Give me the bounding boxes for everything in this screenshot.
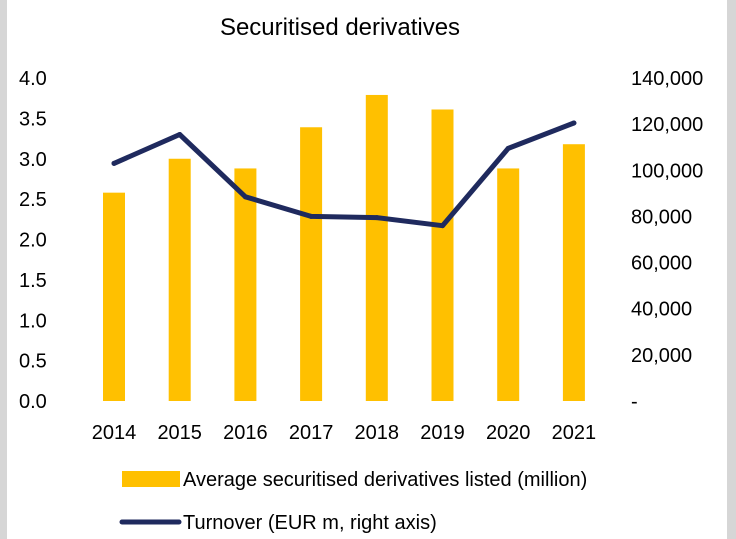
bar <box>431 109 454 402</box>
turnover-line <box>111 120 577 229</box>
x-tick-label: 2020 <box>486 422 531 444</box>
x-tick-label: 2014 <box>92 422 137 444</box>
legend-swatch-bars <box>122 471 180 487</box>
left-tick-label: 2.0 <box>19 230 47 252</box>
right-tick-label: 60,000 <box>631 253 692 275</box>
bar <box>562 144 585 401</box>
left-tick-label: 3.5 <box>19 108 47 130</box>
right-tick-label: 120,000 <box>631 114 703 136</box>
line-series <box>111 120 577 229</box>
left-tick-label: 0.0 <box>19 391 47 413</box>
right-tick-label: 80,000 <box>631 206 692 228</box>
line-point <box>374 215 380 221</box>
left-tick-label: 3.0 <box>19 149 47 171</box>
bar-series <box>103 94 585 402</box>
right-axis-ticks: - 20,000 40,000 60,000 80,000 100,000 120,000 1… <box>631 68 703 413</box>
chart-svg: Securitised derivatives 0.0 0.5 1.0 1.5 2.0 2… <box>19 14 703 534</box>
line-point <box>177 132 183 138</box>
left-axis-ticks: 0.0 0.5 1.0 1.5 2.0 2.5 3.0 3.5 4.0 <box>19 68 47 413</box>
line-point <box>111 160 117 166</box>
chart-title: Securitised derivatives <box>220 14 460 41</box>
line-point <box>505 145 511 151</box>
line-point <box>571 120 577 126</box>
right-tick-label: 140,000 <box>631 68 703 90</box>
x-axis-ticks: 2014 2015 2016 2017 2018 2019 2020 2021 <box>92 422 596 444</box>
legend-label-bars: Average securitised derivatives listed (… <box>183 469 587 491</box>
x-tick-label: 2016 <box>223 422 268 444</box>
legend-label-line: Turnover (EUR m, right axis) <box>183 512 437 534</box>
line-point <box>440 223 445 229</box>
x-tick-label: 2021 <box>552 422 597 444</box>
left-tick-label: 1.5 <box>19 270 47 292</box>
bar <box>497 168 520 401</box>
x-tick-label: 2015 <box>157 422 202 444</box>
x-tick-label: 2018 <box>355 422 400 444</box>
legend: Average securitised derivatives listed (… <box>119 469 587 534</box>
right-tick-label: 100,000 <box>631 160 703 182</box>
bar <box>365 94 388 402</box>
line-point <box>308 213 314 219</box>
right-tick-label: 40,000 <box>631 299 692 321</box>
bar <box>168 158 191 401</box>
right-tick-label: - <box>631 391 638 413</box>
left-tick-label: 2.5 <box>19 189 47 211</box>
left-tick-label: 0.5 <box>19 351 47 373</box>
left-tick-label: 4.0 <box>19 68 47 90</box>
x-tick-label: 2017 <box>289 422 334 444</box>
line-point <box>242 194 248 200</box>
right-tick-label: 20,000 <box>631 345 692 367</box>
left-tick-label: 1.0 <box>19 310 47 332</box>
bar <box>103 192 125 401</box>
chart-frame: Securitised derivatives 0.0 0.5 1.0 1.5 2.0 2… <box>7 0 727 539</box>
x-tick-label: 2019 <box>420 422 465 444</box>
bar <box>234 168 257 401</box>
bar <box>300 127 323 401</box>
